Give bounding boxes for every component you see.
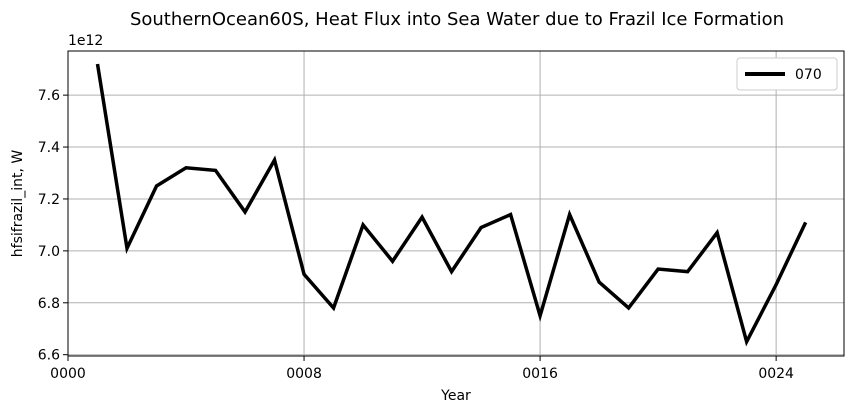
grid [67,51,844,356]
x-tick-label: 0016 [522,366,558,382]
plot-frame [67,50,845,357]
x-tick-label: 0008 [286,366,322,382]
x-tick-label: 0024 [758,366,794,382]
y-tick-label: 6.6 [38,348,60,364]
y-tick-label: 6.8 [38,296,60,312]
y-tick-label: 7.0 [38,244,60,260]
x-axis: 0000 0008 0016 0024 [50,356,794,382]
y-axis: 6.6 6.8 7.0 7.2 7.4 7.6 [38,88,68,364]
y-axis-offset-label: 1e12 [68,33,103,49]
x-tick-label: 0000 [50,366,86,382]
y-tick-label: 7.2 [38,192,60,208]
y-tick-label: 7.4 [38,140,60,156]
chart-title: SouthernOcean60S, Heat Flux into Sea Wat… [130,9,784,30]
y-tick-label: 7.6 [38,88,60,104]
legend-box [736,57,838,91]
legend: 070 [736,57,838,91]
series-layer [95,63,808,347]
x-axis-label: Year [440,388,471,404]
y-axis-label: hfsifrazil_int, W [10,150,26,258]
series-line-070 [95,63,808,347]
legend-label-070: 070 [795,67,822,83]
